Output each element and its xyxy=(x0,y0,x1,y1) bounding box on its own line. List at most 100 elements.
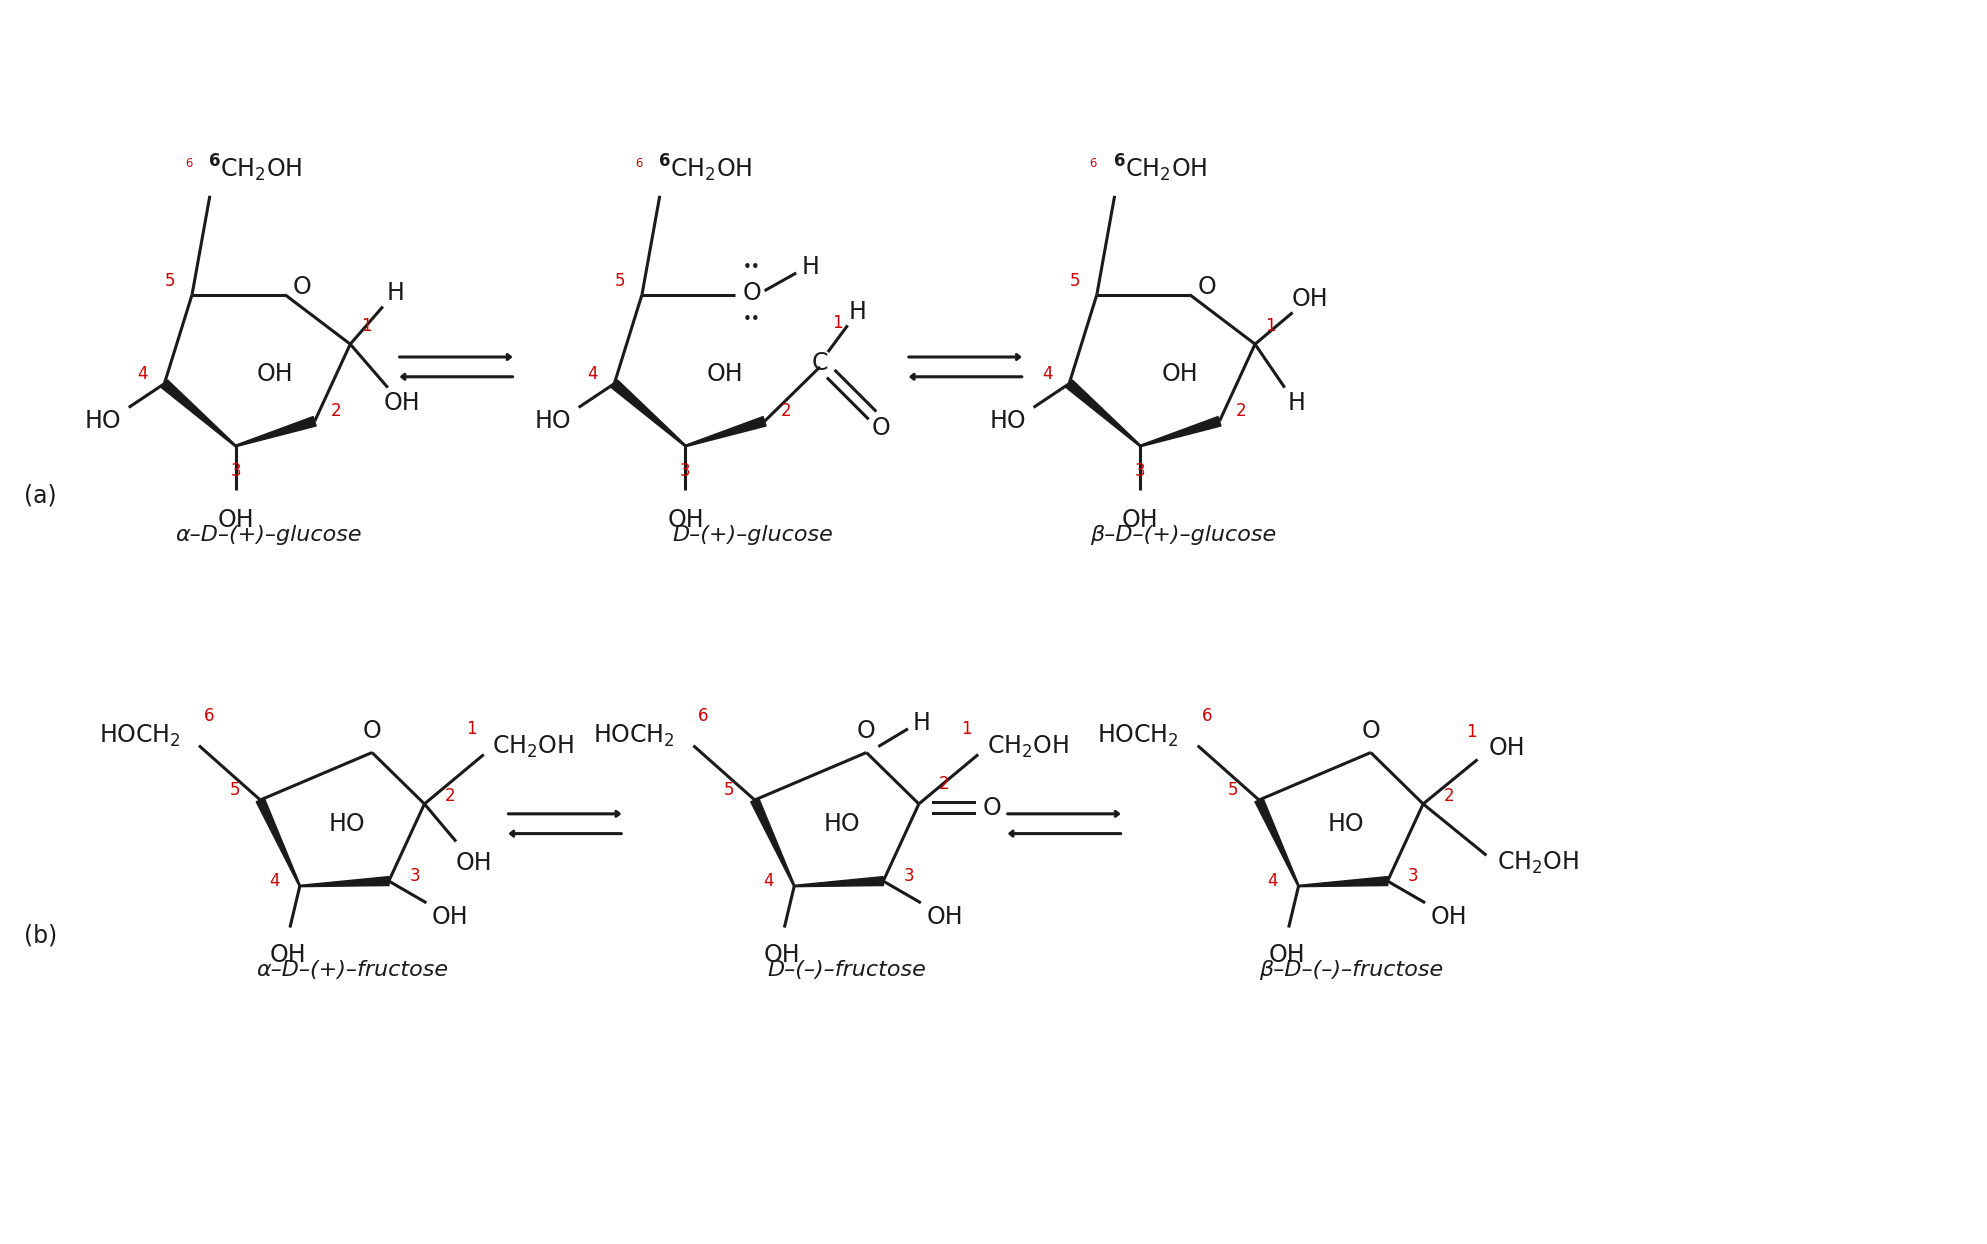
Text: OH: OH xyxy=(668,508,703,532)
Text: OH: OH xyxy=(270,943,306,968)
Text: OH: OH xyxy=(1292,286,1329,311)
Text: 6: 6 xyxy=(697,707,709,725)
Text: HO: HO xyxy=(330,812,366,836)
Text: 4: 4 xyxy=(268,872,280,889)
Text: 1: 1 xyxy=(467,720,477,738)
Text: HOCH$_2$: HOCH$_2$ xyxy=(594,723,676,749)
Text: OH: OH xyxy=(926,904,964,929)
Text: 1: 1 xyxy=(962,720,972,738)
Text: 3: 3 xyxy=(230,462,240,480)
Text: O: O xyxy=(856,719,876,743)
Text: 2: 2 xyxy=(781,402,791,420)
Text: $^{\mathbf{6}}$CH$_2$OH: $^{\mathbf{6}}$CH$_2$OH xyxy=(1113,153,1206,184)
Text: 2: 2 xyxy=(332,402,342,420)
Text: 1: 1 xyxy=(833,315,842,332)
Text: OH: OH xyxy=(1123,508,1158,532)
Text: $^6$: $^6$ xyxy=(634,159,644,177)
Text: 3: 3 xyxy=(409,867,419,886)
Text: O: O xyxy=(984,796,1001,820)
Text: $^6$: $^6$ xyxy=(185,159,193,177)
Text: H: H xyxy=(801,255,819,279)
Text: 4: 4 xyxy=(137,364,147,383)
Text: 3: 3 xyxy=(1135,462,1146,480)
Polygon shape xyxy=(612,379,686,447)
Text: OH: OH xyxy=(431,904,469,929)
Text: 1: 1 xyxy=(1266,317,1276,336)
Text: OH: OH xyxy=(1268,943,1305,968)
Text: (a): (a) xyxy=(24,484,58,508)
Text: D–(–)–fructose: D–(–)–fructose xyxy=(767,960,926,980)
Text: HO: HO xyxy=(1327,812,1365,836)
Text: (b): (b) xyxy=(24,923,58,948)
Text: 2: 2 xyxy=(1236,402,1246,420)
Text: 4: 4 xyxy=(1041,364,1053,383)
Polygon shape xyxy=(686,417,767,447)
Text: 3: 3 xyxy=(1409,867,1419,886)
Text: $^{\mathbf{6}}$CH$_2$OH: $^{\mathbf{6}}$CH$_2$OH xyxy=(658,153,751,184)
Text: CH$_2$OH: CH$_2$OH xyxy=(988,734,1069,760)
Text: HOCH$_2$: HOCH$_2$ xyxy=(1097,723,1178,749)
Text: OH: OH xyxy=(1162,362,1198,386)
Text: OH: OH xyxy=(1488,735,1526,760)
Text: 5: 5 xyxy=(1069,272,1081,290)
Text: OH: OH xyxy=(217,508,254,532)
Text: H: H xyxy=(912,710,930,735)
Text: HO: HO xyxy=(85,409,121,433)
Text: O: O xyxy=(1198,275,1216,299)
Text: ••: •• xyxy=(743,312,761,327)
Text: 4: 4 xyxy=(1268,872,1278,889)
Text: 5: 5 xyxy=(723,781,735,799)
Text: 5: 5 xyxy=(229,781,240,799)
Text: 4: 4 xyxy=(763,872,773,889)
Polygon shape xyxy=(234,417,316,447)
Text: OH: OH xyxy=(455,851,493,876)
Text: O: O xyxy=(292,275,312,299)
Text: H: H xyxy=(848,301,866,325)
Text: 3: 3 xyxy=(680,462,691,480)
Text: 5: 5 xyxy=(165,272,175,290)
Text: O: O xyxy=(872,417,890,440)
Text: 5: 5 xyxy=(614,272,626,290)
Text: OH: OH xyxy=(1431,904,1466,929)
Polygon shape xyxy=(1065,379,1141,447)
Text: β–D–(+)–glucose: β–D–(+)–glucose xyxy=(1089,525,1276,545)
Text: D–(+)–glucose: D–(+)–glucose xyxy=(672,525,833,545)
Text: 4: 4 xyxy=(588,364,598,383)
Text: 2: 2 xyxy=(1443,787,1454,805)
Text: $^{\mathbf{6}}$CH$_2$OH: $^{\mathbf{6}}$CH$_2$OH xyxy=(209,153,302,184)
Text: 1: 1 xyxy=(1466,723,1476,740)
Text: OH: OH xyxy=(383,392,419,415)
Text: 3: 3 xyxy=(904,867,914,886)
Text: α–D–(+)–glucose: α–D–(+)–glucose xyxy=(175,525,362,545)
Polygon shape xyxy=(1256,799,1299,886)
Text: 6: 6 xyxy=(203,707,215,725)
Text: ••: •• xyxy=(743,260,761,275)
Polygon shape xyxy=(161,379,236,447)
Text: $^6$: $^6$ xyxy=(1089,159,1099,177)
Polygon shape xyxy=(1141,417,1220,447)
Text: α–D–(+)–fructose: α–D–(+)–fructose xyxy=(256,960,449,980)
Text: 6: 6 xyxy=(1202,707,1212,725)
Text: O: O xyxy=(1361,719,1381,743)
Text: 2: 2 xyxy=(445,787,455,805)
Polygon shape xyxy=(795,877,884,887)
Text: CH$_2$OH: CH$_2$OH xyxy=(1496,850,1580,876)
Text: HO: HO xyxy=(535,409,572,433)
Text: β–D–(–)–fructose: β–D–(–)–fructose xyxy=(1260,960,1443,980)
Text: 2: 2 xyxy=(940,775,950,794)
Polygon shape xyxy=(1299,877,1387,887)
Text: H: H xyxy=(387,281,405,305)
Text: HOCH$_2$: HOCH$_2$ xyxy=(99,723,181,749)
Text: H: H xyxy=(1288,392,1305,415)
Text: OH: OH xyxy=(765,943,801,968)
Text: HO: HO xyxy=(990,409,1025,433)
Polygon shape xyxy=(300,877,389,887)
Text: O: O xyxy=(743,281,761,305)
Text: OH: OH xyxy=(707,362,743,386)
Text: 5: 5 xyxy=(1228,781,1238,799)
Text: C: C xyxy=(813,351,829,374)
Polygon shape xyxy=(256,799,300,886)
Text: HO: HO xyxy=(823,812,860,836)
Text: 1: 1 xyxy=(362,317,372,336)
Text: O: O xyxy=(364,719,382,743)
